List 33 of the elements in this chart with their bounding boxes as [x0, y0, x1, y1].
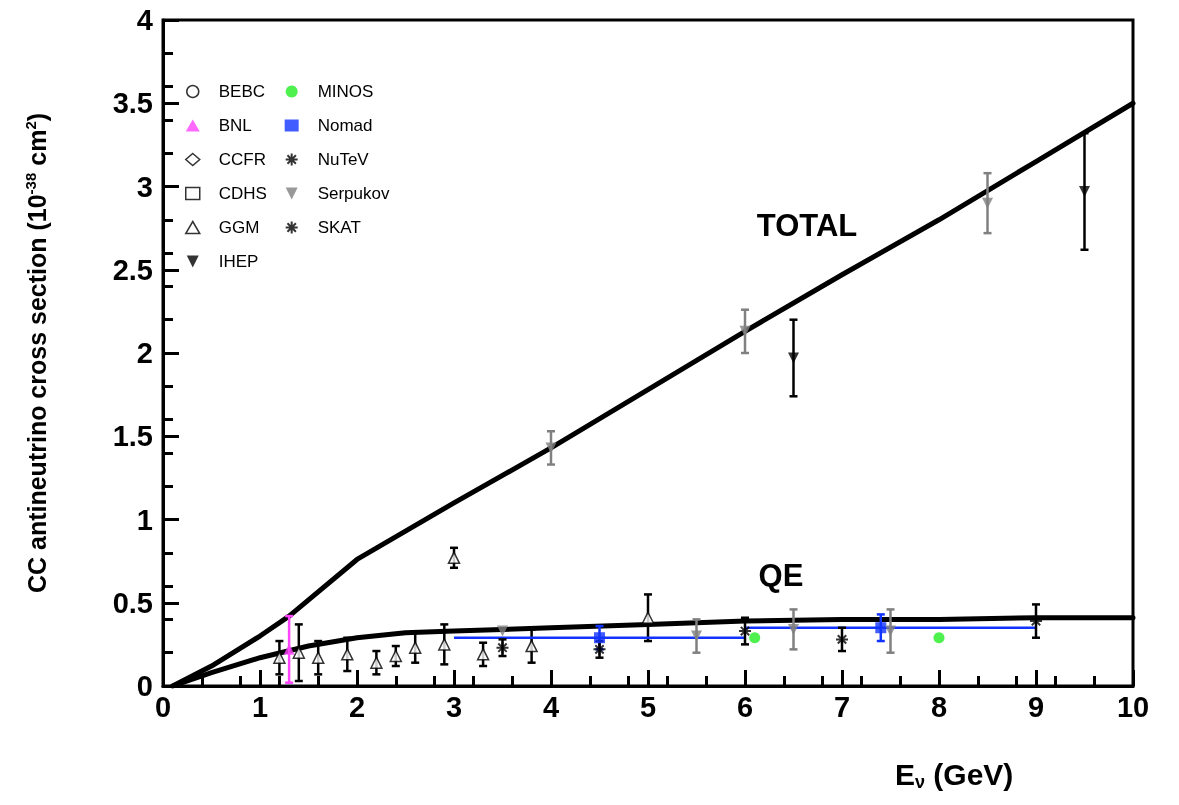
- legend-label: Serpukov: [317, 184, 390, 203]
- y-tick-label: 2.5: [112, 253, 153, 286]
- x-tick-label: 2: [348, 690, 366, 723]
- y-tick-label: 4: [136, 4, 153, 36]
- x-tick-label: 4: [542, 690, 560, 723]
- y-axis-title: CC antineutrino cross section (10-38 cm2): [22, 112, 51, 594]
- x-tick-label: 8: [930, 690, 948, 723]
- y-tick-label: 1.5: [112, 420, 153, 453]
- legend-label: NuTeV: [317, 150, 370, 169]
- legend-label: BNL: [218, 116, 252, 135]
- x-tick-label: 9: [1027, 690, 1045, 723]
- legend-label: IHEP: [218, 252, 259, 271]
- legend-label: CCFR: [218, 150, 266, 169]
- x-tick-label: 6: [736, 690, 754, 723]
- y-tick-label: 3: [136, 170, 153, 203]
- legend-label: SKAT: [317, 218, 361, 237]
- y-tick-label: 0.5: [112, 586, 153, 619]
- y-tick-label: 1: [136, 503, 153, 536]
- y-tick-label: 2: [136, 337, 153, 369]
- x-tick-label: 1: [251, 690, 269, 723]
- annotation: TOTAL: [756, 207, 858, 243]
- legend-label: GGM: [218, 218, 260, 237]
- x-tick-label: 10: [1116, 690, 1150, 723]
- annotation: QE: [758, 557, 804, 593]
- x-tick-label: 5: [639, 690, 657, 723]
- legend-label: Nomad: [317, 116, 373, 135]
- x-tick-label: 3: [445, 690, 463, 723]
- legend-label: CDHS: [218, 184, 267, 203]
- y-tick-label: 3.5: [112, 87, 153, 120]
- x-tick-label: 7: [833, 690, 851, 723]
- legend-label: BEBC: [218, 82, 266, 101]
- y-tick-label: 0: [136, 670, 153, 702]
- legend-label: MINOS: [317, 82, 374, 101]
